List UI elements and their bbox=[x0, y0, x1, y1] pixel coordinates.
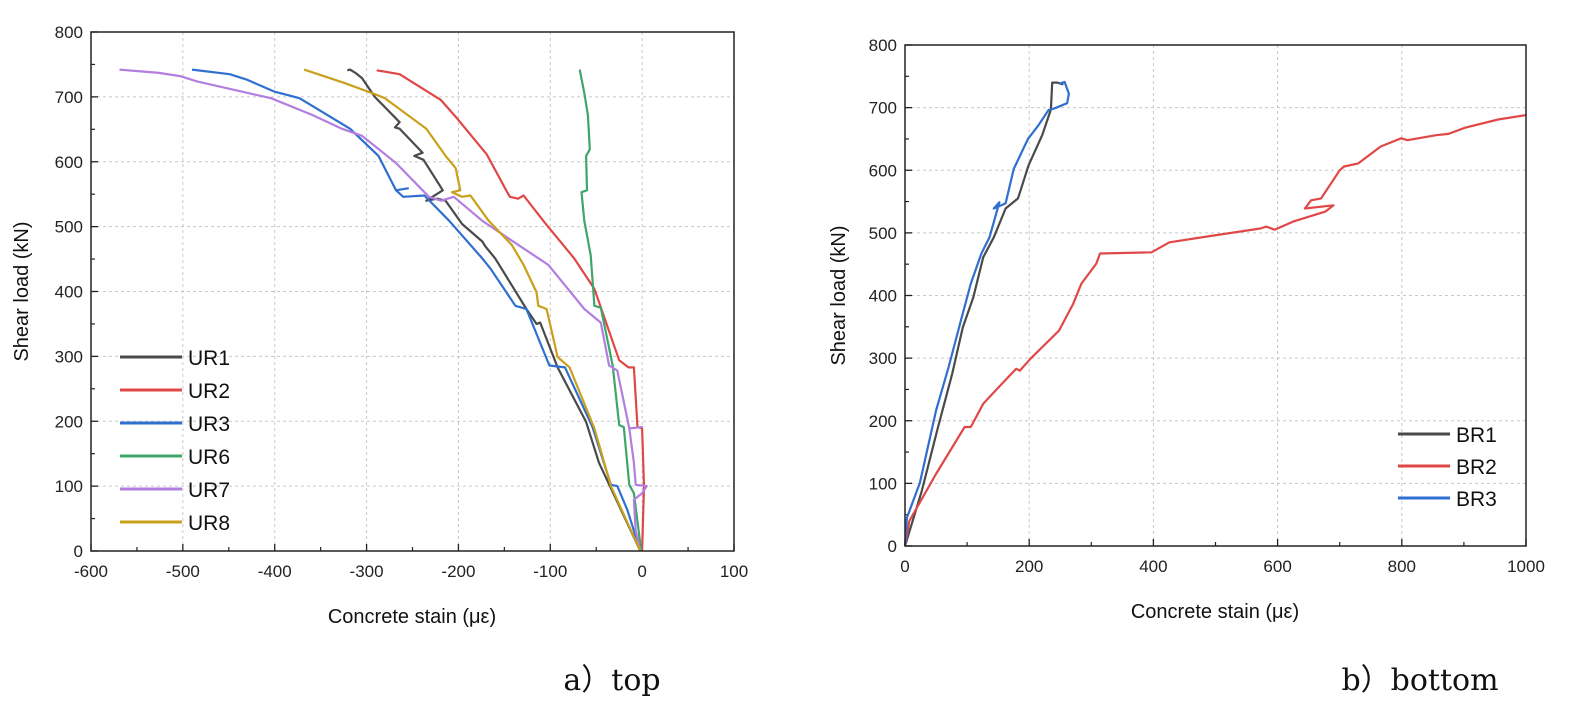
y-tick-label: 500 bbox=[869, 224, 897, 243]
x-tick-label: -100 bbox=[533, 562, 567, 581]
series-line-ur6 bbox=[578, 69, 643, 552]
x-tick-label: 100 bbox=[720, 562, 748, 581]
x-tick-label: 200 bbox=[1015, 557, 1043, 576]
x-tick-label: 400 bbox=[1139, 557, 1167, 576]
y-tick-label: 800 bbox=[869, 36, 897, 55]
y-tick-label: 400 bbox=[55, 283, 83, 302]
legend-label-br2: BR2 bbox=[1456, 456, 1497, 479]
x-tick-label: 0 bbox=[637, 562, 646, 581]
y-tick-label: 0 bbox=[888, 537, 897, 556]
legend-label-ur2: UR2 bbox=[188, 380, 230, 403]
legend-label-ur6: UR6 bbox=[188, 446, 230, 469]
chart-panel-left: -600 -500 -400 -300 -200 -100 0 100 0 100 200 300 40… bbox=[11, 23, 748, 698]
x-tick-label: -300 bbox=[350, 562, 384, 581]
legend-label-ur1: UR1 bbox=[188, 347, 230, 370]
x-tick-label: 800 bbox=[1388, 557, 1416, 576]
x-tick-label: 0 bbox=[900, 557, 909, 576]
plot-frame bbox=[90, 31, 735, 552]
series-line-ur8 bbox=[303, 68, 642, 552]
y-tick-label: 400 bbox=[869, 287, 897, 306]
series-line-ur2 bbox=[376, 69, 646, 552]
panel-caption: a）top bbox=[563, 663, 660, 698]
y-axis-label: Shear load (kN) bbox=[828, 225, 850, 365]
series-line-br2 bbox=[903, 114, 1527, 547]
x-tick-label: -200 bbox=[441, 562, 475, 581]
y-tick-label: 100 bbox=[869, 474, 897, 493]
legend: UR1 UR2 UR3 UR6 UR7 UR8 bbox=[120, 347, 230, 535]
series-line-br1 bbox=[903, 81, 1064, 547]
series-line-br3 bbox=[903, 80, 1070, 547]
y-tick-label: 600 bbox=[869, 161, 897, 180]
y-tick-label: 200 bbox=[55, 412, 83, 431]
y-tick-label: 600 bbox=[55, 153, 83, 172]
x-axis-label: Concrete stain (με) bbox=[328, 606, 496, 628]
series-line-ur7 bbox=[119, 68, 648, 552]
legend-label-ur3: UR3 bbox=[188, 413, 230, 436]
y-tick-label: 0 bbox=[74, 542, 83, 561]
series-line-ur3 bbox=[191, 68, 642, 552]
legend-label-ur8: UR8 bbox=[188, 512, 230, 535]
x-tick-label: -600 bbox=[74, 562, 108, 581]
y-tick-label: 800 bbox=[55, 23, 83, 42]
plot-frame bbox=[904, 44, 1527, 547]
x-axis-label: Concrete stain (με) bbox=[1131, 601, 1299, 623]
x-tick-label: 1000 bbox=[1507, 557, 1545, 576]
y-tick-label: 300 bbox=[55, 347, 83, 366]
chart-panel-right: 0 200 400 600 800 1000 0 100 200 300 400 500 600 700 8… bbox=[828, 36, 1545, 698]
legend-label-br3: BR3 bbox=[1456, 488, 1497, 511]
x-tick-label: 600 bbox=[1263, 557, 1291, 576]
y-tick-label: 500 bbox=[55, 218, 83, 237]
y-tick-label: 200 bbox=[869, 412, 897, 431]
y-tick-label: 100 bbox=[55, 477, 83, 496]
legend-label-br1: BR1 bbox=[1456, 424, 1497, 447]
y-axis-label: Shear load (kN) bbox=[11, 221, 33, 361]
legend: BR1 BR2 BR3 bbox=[1398, 424, 1497, 511]
y-tick-label: 700 bbox=[55, 88, 83, 107]
x-tick-label: -500 bbox=[166, 562, 200, 581]
x-tick-label: -400 bbox=[258, 562, 292, 581]
y-tick-label: 700 bbox=[869, 99, 897, 118]
series-line-ur1 bbox=[347, 68, 642, 552]
panel-caption: b）bottom bbox=[1341, 663, 1498, 698]
legend-label-ur7: UR7 bbox=[188, 479, 230, 502]
y-tick-label: 300 bbox=[869, 349, 897, 368]
